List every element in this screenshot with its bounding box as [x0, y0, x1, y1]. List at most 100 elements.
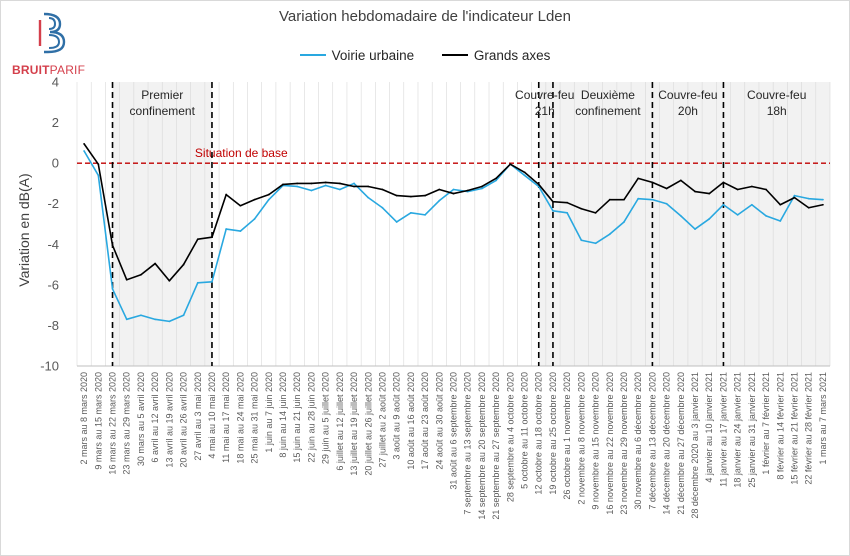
data-point [395, 221, 398, 223]
data-point [239, 204, 242, 207]
data-point [779, 203, 782, 206]
x-tick-label: 17 août au 23 août 2020 [420, 372, 430, 470]
x-tick-label: 18 mai au 24 mai 2020 [235, 372, 245, 464]
data-point [452, 188, 455, 191]
x-tick-label: 15 juin au 21 juin 2020 [292, 372, 302, 463]
data-point [239, 230, 242, 233]
x-tick-label: 24 août au 30 août 2020 [434, 372, 444, 470]
data-point [665, 202, 668, 205]
data-point [140, 314, 142, 317]
data-point [694, 190, 696, 193]
data-point [509, 163, 512, 166]
y-tick-label: -8 [47, 318, 59, 333]
data-point [779, 220, 782, 222]
x-tick-label: 28 décembre 2020 au 3 janvier 2021 [690, 372, 700, 519]
data-point [111, 288, 114, 290]
data-point [637, 197, 640, 200]
data-point [552, 200, 554, 203]
data-point [651, 181, 654, 184]
data-point [338, 182, 341, 185]
data-point [552, 209, 554, 212]
data-point [750, 203, 753, 206]
data-point [594, 242, 597, 245]
legend: Voirie urbaine Grands axes [0, 44, 850, 63]
data-point [381, 206, 384, 209]
data-point [580, 207, 583, 210]
x-tick-label: 13 juillet au 19 juillet 2020 [349, 372, 359, 476]
data-point [821, 198, 824, 201]
x-tick-label: 30 novembre au 6 décembre 2020 [633, 372, 643, 510]
data-point [381, 188, 384, 191]
data-point [83, 150, 86, 152]
x-tick-label: 20 juillet au 26 juillet 2020 [363, 372, 373, 476]
data-point [495, 177, 498, 180]
period-label: confinement [575, 104, 641, 118]
data-point [253, 198, 256, 201]
y-tick-label: 0 [52, 156, 59, 171]
x-tick-label: 25 mai au 31 mai 2020 [250, 372, 260, 464]
data-point [97, 163, 100, 166]
data-point [750, 185, 753, 188]
legend-item-voirie: Voirie urbaine [299, 48, 414, 63]
data-point [111, 244, 114, 247]
data-point [807, 197, 810, 200]
x-tick-label: 4 mai au 10 mai 2020 [207, 372, 217, 459]
x-tick-label: 9 novembre au 15 novembre 2020 [591, 372, 601, 510]
x-tick-label: 22 juin au 28 juin 2020 [306, 372, 316, 463]
period-label: Couvre-feu [658, 88, 717, 102]
data-point [608, 198, 611, 201]
data-point [424, 213, 426, 216]
period-band [723, 82, 830, 366]
data-point [282, 183, 284, 186]
data-point [481, 185, 483, 188]
period-label: Couvre-feu [747, 88, 806, 102]
x-tick-label: 23 novembre au 29 novembre 2020 [619, 372, 629, 515]
data-point [694, 228, 696, 230]
data-point [409, 195, 412, 198]
data-point [765, 214, 767, 217]
data-point [310, 189, 313, 192]
period-label: 21h [535, 104, 555, 118]
x-tick-label: 29 juin au 5 juillet 2020 [321, 372, 331, 464]
data-point [481, 187, 483, 190]
data-point [409, 211, 412, 214]
data-point [708, 218, 711, 220]
x-tick-label: 31 août au 6 septembre 2020 [449, 372, 459, 490]
y-tick-label: -2 [47, 196, 59, 211]
legend-swatch-voirie [299, 54, 326, 56]
data-point [623, 198, 625, 201]
x-tick-label: 27 avril au 3 mai 2020 [193, 372, 203, 461]
x-tick-label: 22 février au 28 février 2021 [804, 372, 814, 485]
y-tick-label: 2 [52, 115, 59, 130]
x-tick-label: 11 janvier au 17 janvier 2021 [718, 372, 728, 487]
data-point [452, 192, 455, 195]
y-tick-label: -10 [40, 359, 59, 374]
data-point [211, 280, 213, 283]
data-point [196, 238, 199, 241]
x-tick-label: 6 avril au 12 avril 2020 [150, 372, 160, 463]
x-tick-label: 14 décembre au 20 décembre 2020 [662, 372, 672, 515]
data-point [168, 320, 171, 323]
data-point [182, 263, 185, 266]
data-point [736, 188, 739, 191]
data-point [310, 182, 313, 185]
data-point [722, 181, 725, 184]
x-tick-label: 7 décembre au 13 décembre 2020 [647, 372, 657, 510]
data-point [196, 281, 199, 284]
data-point [296, 182, 299, 185]
data-point [211, 236, 213, 239]
data-point [793, 196, 796, 199]
x-tick-label: 11 mai au 17 mai 2020 [221, 372, 231, 463]
x-tick-label: 30 mars au 5 avril 2020 [136, 372, 146, 466]
period-label: 20h [678, 104, 698, 118]
data-point [466, 189, 469, 192]
x-tick-label: 4 janvier au 10 janvier 2021 [704, 372, 714, 483]
data-point [566, 211, 569, 214]
y-tick-label: 4 [52, 75, 59, 90]
data-point [793, 194, 796, 197]
data-point [353, 185, 355, 188]
data-point [296, 185, 299, 188]
bruitparif-logo: BRUITPARIF [6, 10, 86, 77]
x-tick-label: 7 septembre au 13 septembre 2020 [463, 372, 473, 515]
